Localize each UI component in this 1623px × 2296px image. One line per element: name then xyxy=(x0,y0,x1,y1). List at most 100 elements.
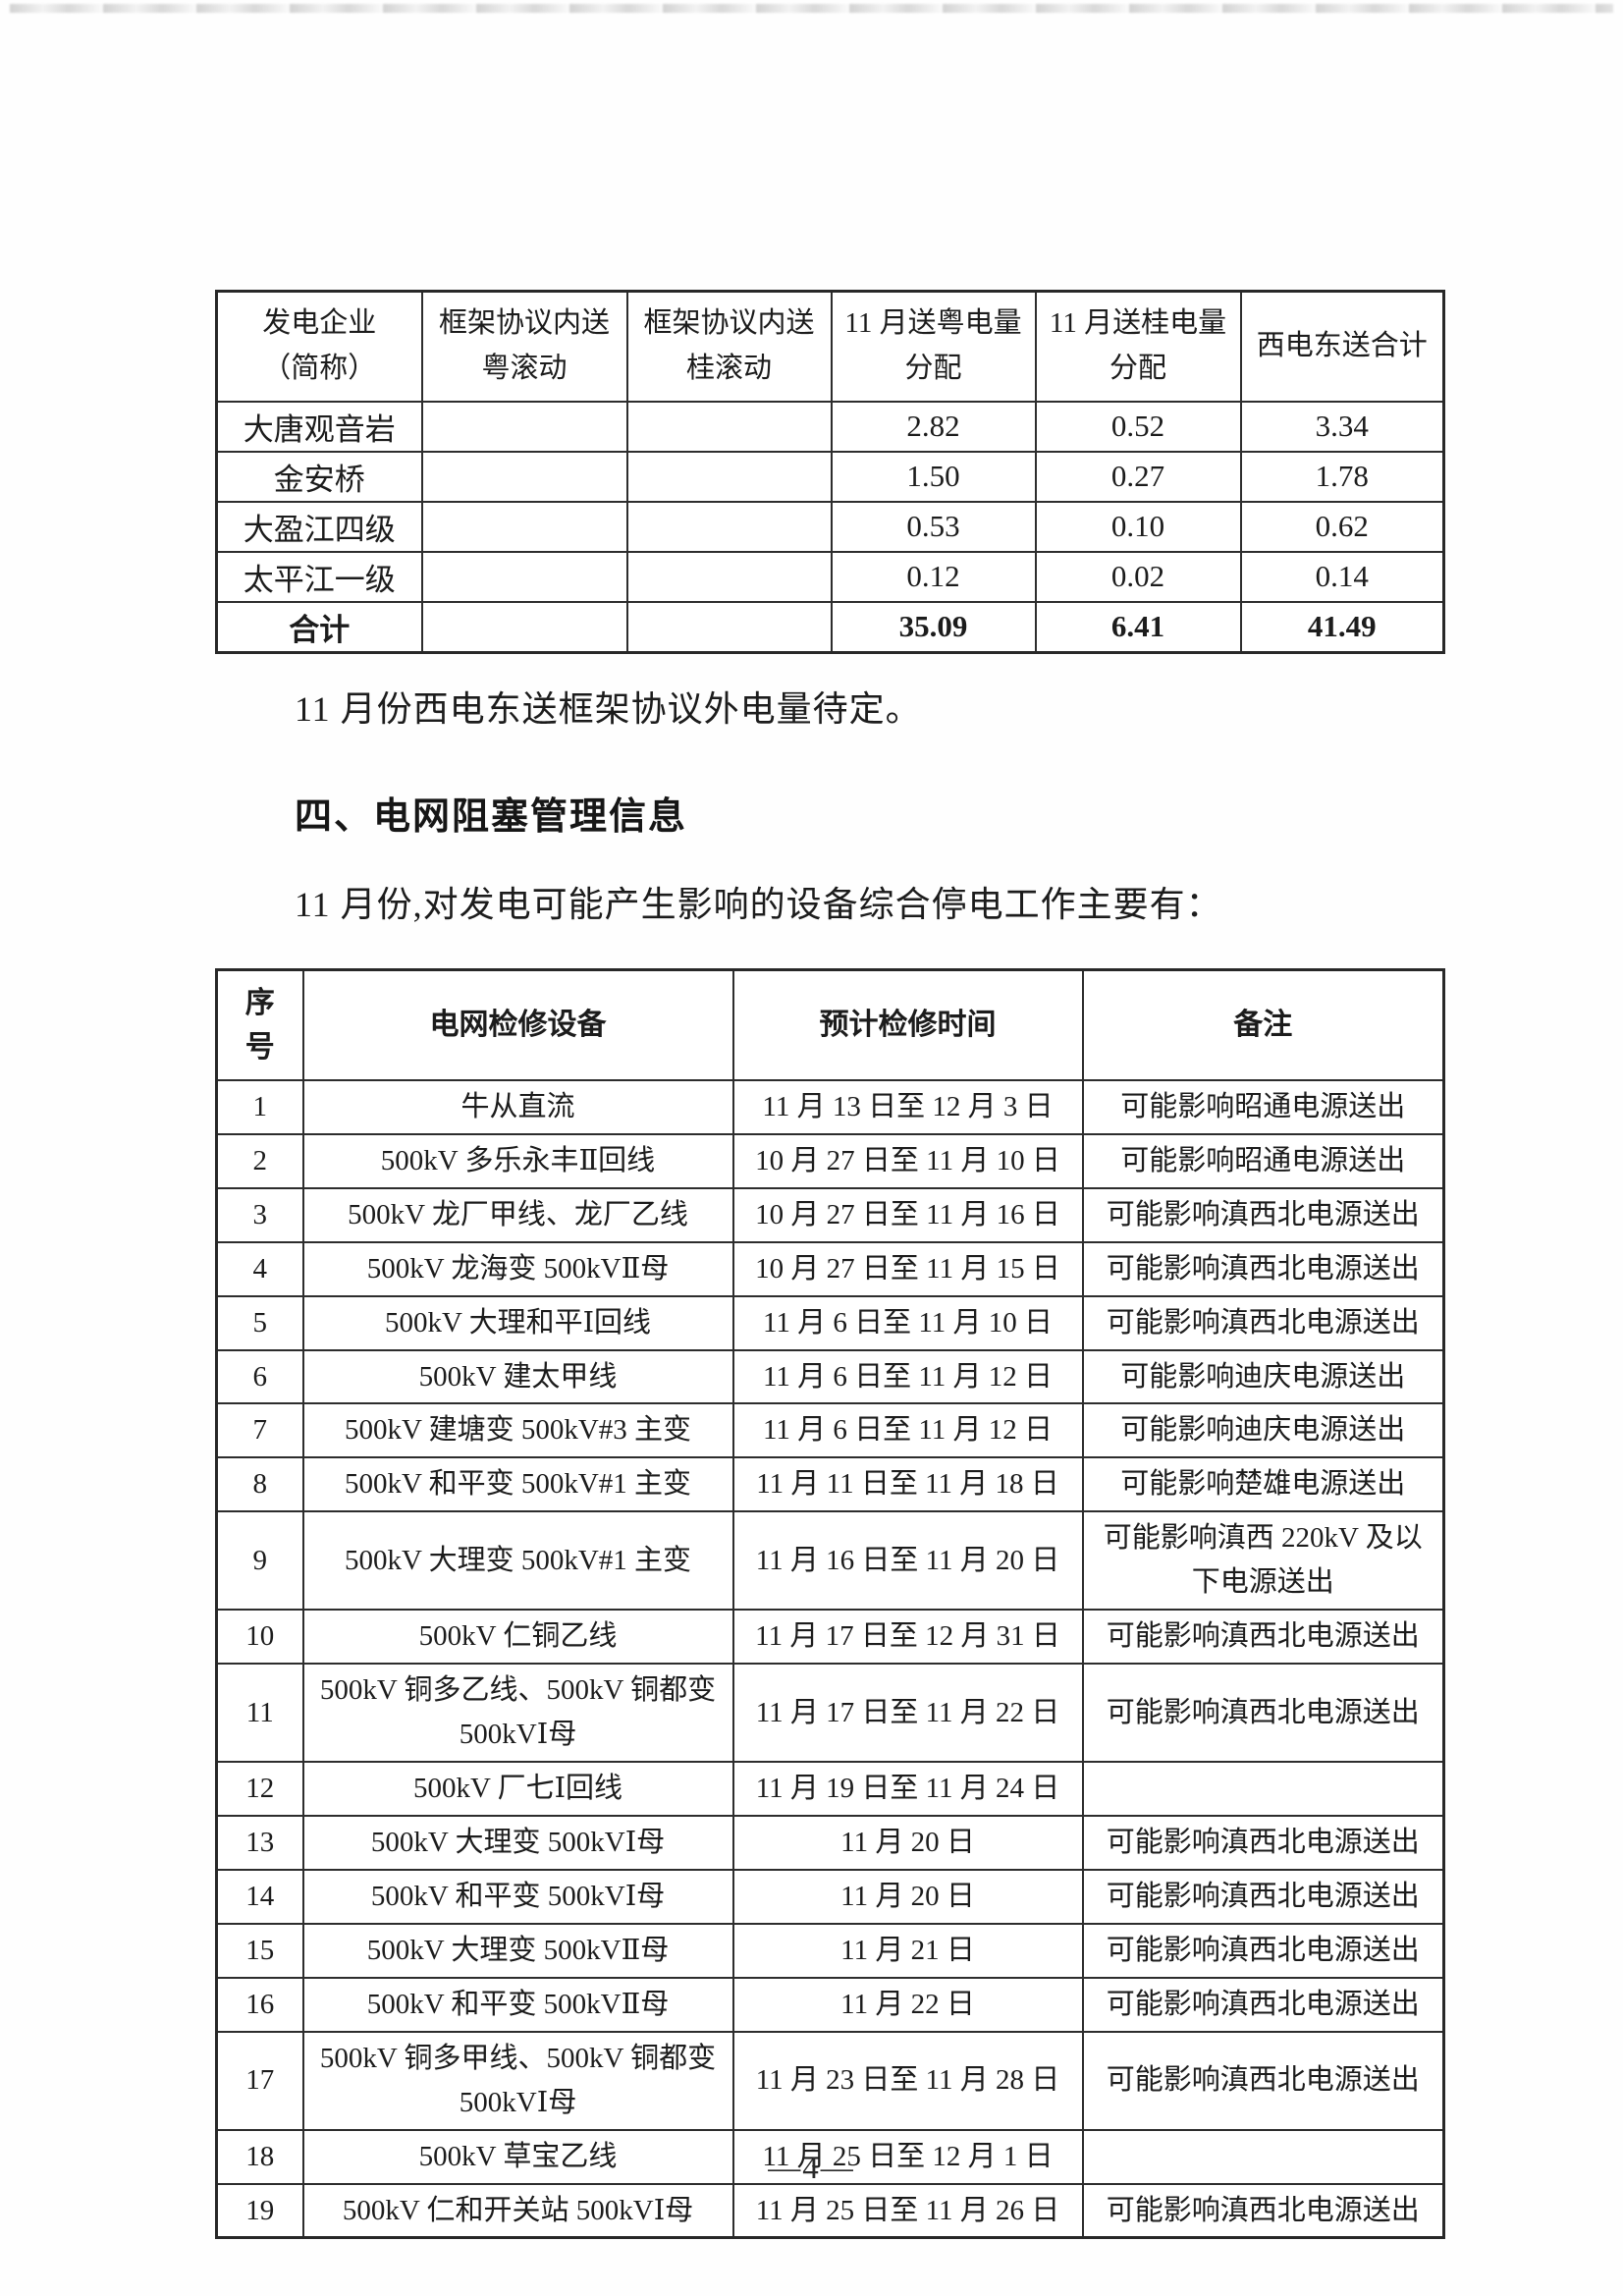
scan-artifact-line xyxy=(10,4,1613,13)
yue-rolling-cell xyxy=(420,400,628,453)
header-company: 发电企业 （简称） xyxy=(215,290,423,403)
seq-cell: 16 xyxy=(215,1976,304,2033)
seq-cell: 6 xyxy=(215,1348,304,1405)
time-cell: 10 月 27 日至 11 月 15 日 xyxy=(731,1240,1084,1297)
remark-cell: 可能影响滇西北电源送出 xyxy=(1081,1294,1445,1351)
yue-nov-cell: 0.12 xyxy=(830,550,1037,603)
time-cell: 11 月 17 日至 11 月 22 日 xyxy=(731,1663,1084,1763)
remark-cell: 可能影响滇西北电源送出 xyxy=(1081,2030,1445,2131)
remark-cell: 可能影响滇西北电源送出 xyxy=(1081,1186,1445,1243)
seq-cell: 13 xyxy=(215,1814,304,1871)
equipment-cell: 500kV 大理变 500kVⅡ母 xyxy=(301,1922,734,1979)
header-yue-nov: 11 月送粤电量 分配 xyxy=(830,290,1037,403)
remark-cell: 可能影响楚雄电源送出 xyxy=(1081,1456,1445,1513)
total-cell: 1.78 xyxy=(1239,450,1445,503)
header-remark: 备注 xyxy=(1081,968,1445,1081)
seq-cell: 8 xyxy=(215,1456,304,1513)
remark-cell xyxy=(1081,2128,1445,2185)
equipment-cell: 牛从直流 xyxy=(301,1078,734,1135)
gui-nov-cell: 0.52 xyxy=(1034,400,1242,453)
equipment-cell: 500kV 大理和平Ⅰ回线 xyxy=(301,1294,734,1351)
page-number: —4— xyxy=(768,2151,855,2186)
equipment-cell: 500kV 和平变 500kVⅠ母 xyxy=(301,1868,734,1925)
equipment-cell: 500kV 建太甲线 xyxy=(301,1348,734,1405)
gui-rolling-cell xyxy=(625,550,833,603)
maintenance-row: 2 500kV 多乐永丰Ⅱ回线 10 月 27 日至 11 月 10 日 可能影… xyxy=(215,1132,1445,1189)
gui-rolling-cell xyxy=(625,500,833,553)
allocation-row: 大盈江四级 0.53 0.10 0.62 xyxy=(215,500,1445,553)
equipment-cell: 500kV 仁和开关站 500kVⅠ母 xyxy=(301,2182,734,2239)
seq-cell: 7 xyxy=(215,1402,304,1459)
seq-cell: 10 xyxy=(215,1609,304,1666)
total-gui-rolling-cell xyxy=(625,600,833,654)
equipment-cell: 500kV 龙厂甲线、龙厂乙线 xyxy=(301,1186,734,1243)
equipment-cell: 500kV 铜多乙线、500kV 铜都变 500kVⅠ母 xyxy=(301,1663,734,1763)
maintenance-row: 10 500kV 仁铜乙线 11 月 17 日至 12 月 31 日 可能影响滇… xyxy=(215,1609,1445,1666)
remark-cell: 可能影响滇西北电源送出 xyxy=(1081,1814,1445,1871)
maintenance-row: 9 500kV 大理变 500kV#1 主变 11 月 16 日至 11 月 2… xyxy=(215,1510,1445,1612)
maintenance-row: 16 500kV 和平变 500kVⅡ母 11 月 22 日 可能影响滇西北电源… xyxy=(215,1976,1445,2033)
allocation-row: 大唐观音岩 2.82 0.52 3.34 xyxy=(215,400,1445,453)
remark-cell: 可能影响滇西北电源送出 xyxy=(1081,1240,1445,1297)
seq-cell: 15 xyxy=(215,1922,304,1979)
equipment-cell: 500kV 和平变 500kVⅡ母 xyxy=(301,1976,734,2033)
gui-nov-cell: 0.02 xyxy=(1034,550,1242,603)
remark-cell: 可能影响滇西北电源送出 xyxy=(1081,1922,1445,1979)
maintenance-row: 3 500kV 龙厂甲线、龙厂乙线 10 月 27 日至 11 月 16 日 可… xyxy=(215,1186,1445,1243)
total-yue-nov-cell: 35.09 xyxy=(830,600,1037,654)
time-cell: 10 月 27 日至 11 月 16 日 xyxy=(731,1186,1084,1243)
remark-cell: 可能影响迪庆电源送出 xyxy=(1081,1402,1445,1459)
maintenance-row: 18 500kV 草宝乙线 11 月 25 日至 12 月 1 日 xyxy=(215,2128,1445,2185)
time-cell: 11 月 20 日 xyxy=(731,1868,1084,1925)
total-yue-rolling-cell xyxy=(420,600,628,654)
time-cell: 11 月 16 日至 11 月 20 日 xyxy=(731,1510,1084,1612)
total-gui-nov-cell: 6.41 xyxy=(1034,600,1242,654)
seq-cell: 1 xyxy=(215,1078,304,1135)
remark-cell: 可能影响滇西北电源送出 xyxy=(1081,1868,1445,1925)
header-seq: 序 号 xyxy=(215,968,304,1081)
time-cell: 11 月 13 日至 12 月 3 日 xyxy=(731,1078,1084,1135)
header-equipment: 电网检修设备 xyxy=(301,968,734,1081)
maintenance-row: 12 500kV 厂七Ⅰ回线 11 月 19 日至 11 月 24 日 xyxy=(215,1761,1445,1817)
remark-cell: 可能影响滇西北电源送出 xyxy=(1081,2182,1445,2239)
note-paragraph: 11 月份西电东送框架协议外电量待定。 xyxy=(295,688,922,729)
seq-cell: 9 xyxy=(215,1510,304,1612)
equipment-cell: 500kV 建塘变 500kV#3 主变 xyxy=(301,1402,734,1459)
time-cell: 10 月 27 日至 11 月 10 日 xyxy=(731,1132,1084,1189)
company-cell: 金安桥 xyxy=(215,450,423,503)
maintenance-row: 13 500kV 大理变 500kVⅠ母 11 月 20 日 可能影响滇西北电源… xyxy=(215,1814,1445,1871)
maintenance-row: 15 500kV 大理变 500kVⅡ母 11 月 21 日 可能影响滇西北电源… xyxy=(215,1922,1445,1979)
power-allocation-table: 发电企业 （简称） 框架协议内送 粤滚动 框架协议内送 桂滚动 11 月送粤电量… xyxy=(215,290,1445,654)
equipment-cell: 500kV 铜多甲线、500kV 铜都变 500kVⅠ母 xyxy=(301,2030,734,2131)
remark-cell: 可能影响昭通电源送出 xyxy=(1081,1132,1445,1189)
gui-rolling-cell xyxy=(625,450,833,503)
time-cell: 11 月 19 日至 11 月 24 日 xyxy=(731,1761,1084,1817)
equipment-cell: 500kV 大理变 500kV#1 主变 xyxy=(301,1510,734,1612)
header-total: 西电东送合计 xyxy=(1239,290,1445,403)
maintenance-schedule-table: 序 号 电网检修设备 预计检修时间 备注 1 牛从直流 11 月 13 日至 1… xyxy=(215,967,1445,2240)
time-cell: 11 月 23 日至 11 月 28 日 xyxy=(731,2030,1084,2131)
company-cell: 太平江一级 xyxy=(215,550,423,603)
equipment-cell: 500kV 大理变 500kVⅠ母 xyxy=(301,1814,734,1871)
maintenance-row: 14 500kV 和平变 500kVⅠ母 11 月 20 日 可能影响滇西北电源… xyxy=(215,1868,1445,1925)
equipment-cell: 500kV 多乐永丰Ⅱ回线 xyxy=(301,1132,734,1189)
seq-cell: 14 xyxy=(215,1868,304,1925)
maintenance-row: 11 500kV 铜多乙线、500kV 铜都变 500kVⅠ母 11 月 17 … xyxy=(215,1663,1445,1763)
total-sum-cell: 41.49 xyxy=(1239,600,1445,654)
time-cell: 11 月 25 日至 11 月 26 日 xyxy=(731,2182,1084,2239)
remark-cell: 可能影响滇西北电源送出 xyxy=(1081,1609,1445,1666)
time-cell: 11 月 11 日至 11 月 18 日 xyxy=(731,1456,1084,1513)
gui-rolling-cell xyxy=(625,400,833,453)
total-label-cell: 合计 xyxy=(215,600,423,654)
seq-cell: 12 xyxy=(215,1761,304,1817)
remark-cell xyxy=(1081,1761,1445,1817)
time-cell: 11 月 6 日至 11 月 12 日 xyxy=(731,1348,1084,1405)
seq-cell: 18 xyxy=(215,2128,304,2185)
yue-nov-cell: 1.50 xyxy=(830,450,1037,503)
seq-cell: 17 xyxy=(215,2030,304,2131)
yue-nov-cell: 2.82 xyxy=(830,400,1037,453)
equipment-cell: 500kV 草宝乙线 xyxy=(301,2128,734,2185)
company-cell: 大盈江四级 xyxy=(215,500,423,553)
remark-cell: 可能影响滇西北电源送出 xyxy=(1081,1976,1445,2033)
